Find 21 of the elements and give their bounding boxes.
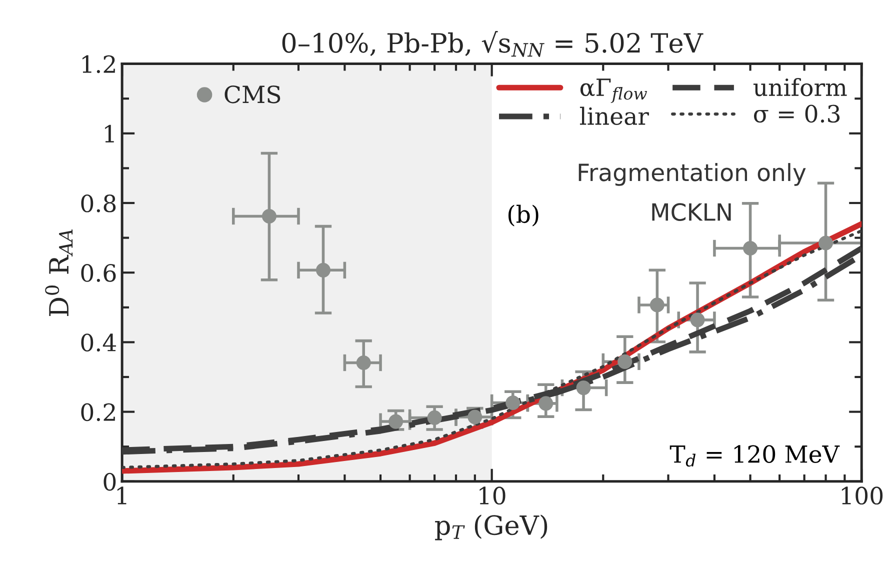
y-tick-label: 0	[104, 472, 116, 491]
y-tick-label: 1.2	[82, 55, 115, 74]
annotation: (b)	[508, 204, 538, 226]
annotation: Fragmentation only	[578, 163, 806, 186]
y-tick-label: 0.6	[81, 264, 116, 282]
y-tick-label: 0.4	[81, 334, 116, 352]
legend-label: linear	[580, 106, 649, 126]
y-tick-label: 0.8	[81, 194, 116, 212]
legend-label: CMS	[224, 85, 280, 104]
legend-label: σ = 0.3	[754, 104, 840, 123]
x-axis-title: p$_{T}$ (GeV)	[435, 514, 548, 540]
x-tick-label: 100	[842, 486, 883, 505]
chart-title: 0–10%, Pb-Pb, √s$_{NN}$ = 5.02 TeV	[282, 31, 704, 57]
legend-label: αΓ$_{flow}$	[580, 78, 647, 103]
y-axis-title: D$^{0}$ R$_{AA}$	[45, 229, 73, 316]
legend-label: uniform	[753, 78, 847, 96]
y-tick-label: 1	[105, 124, 114, 142]
annotation: MCKLN	[652, 203, 731, 221]
y-tick-label: 0.2	[81, 403, 115, 422]
x-tick-label: 10	[480, 486, 506, 505]
annotation: T$_{d}$ = 120 MeV	[670, 445, 840, 467]
